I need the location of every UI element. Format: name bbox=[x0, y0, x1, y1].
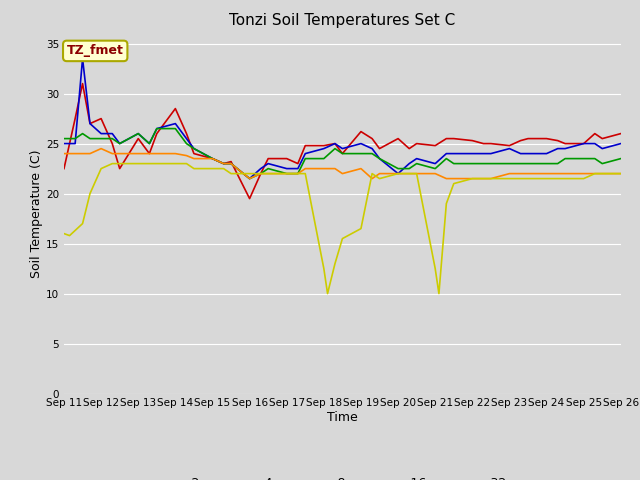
Y-axis label: Soil Temperature (C): Soil Temperature (C) bbox=[30, 149, 43, 278]
Legend: -2cm, -4cm, -8cm, -16cm, -32cm: -2cm, -4cm, -8cm, -16cm, -32cm bbox=[154, 472, 531, 480]
Text: TZ_fmet: TZ_fmet bbox=[67, 44, 124, 58]
X-axis label: Time: Time bbox=[327, 411, 358, 424]
Title: Tonzi Soil Temperatures Set C: Tonzi Soil Temperatures Set C bbox=[229, 13, 456, 28]
